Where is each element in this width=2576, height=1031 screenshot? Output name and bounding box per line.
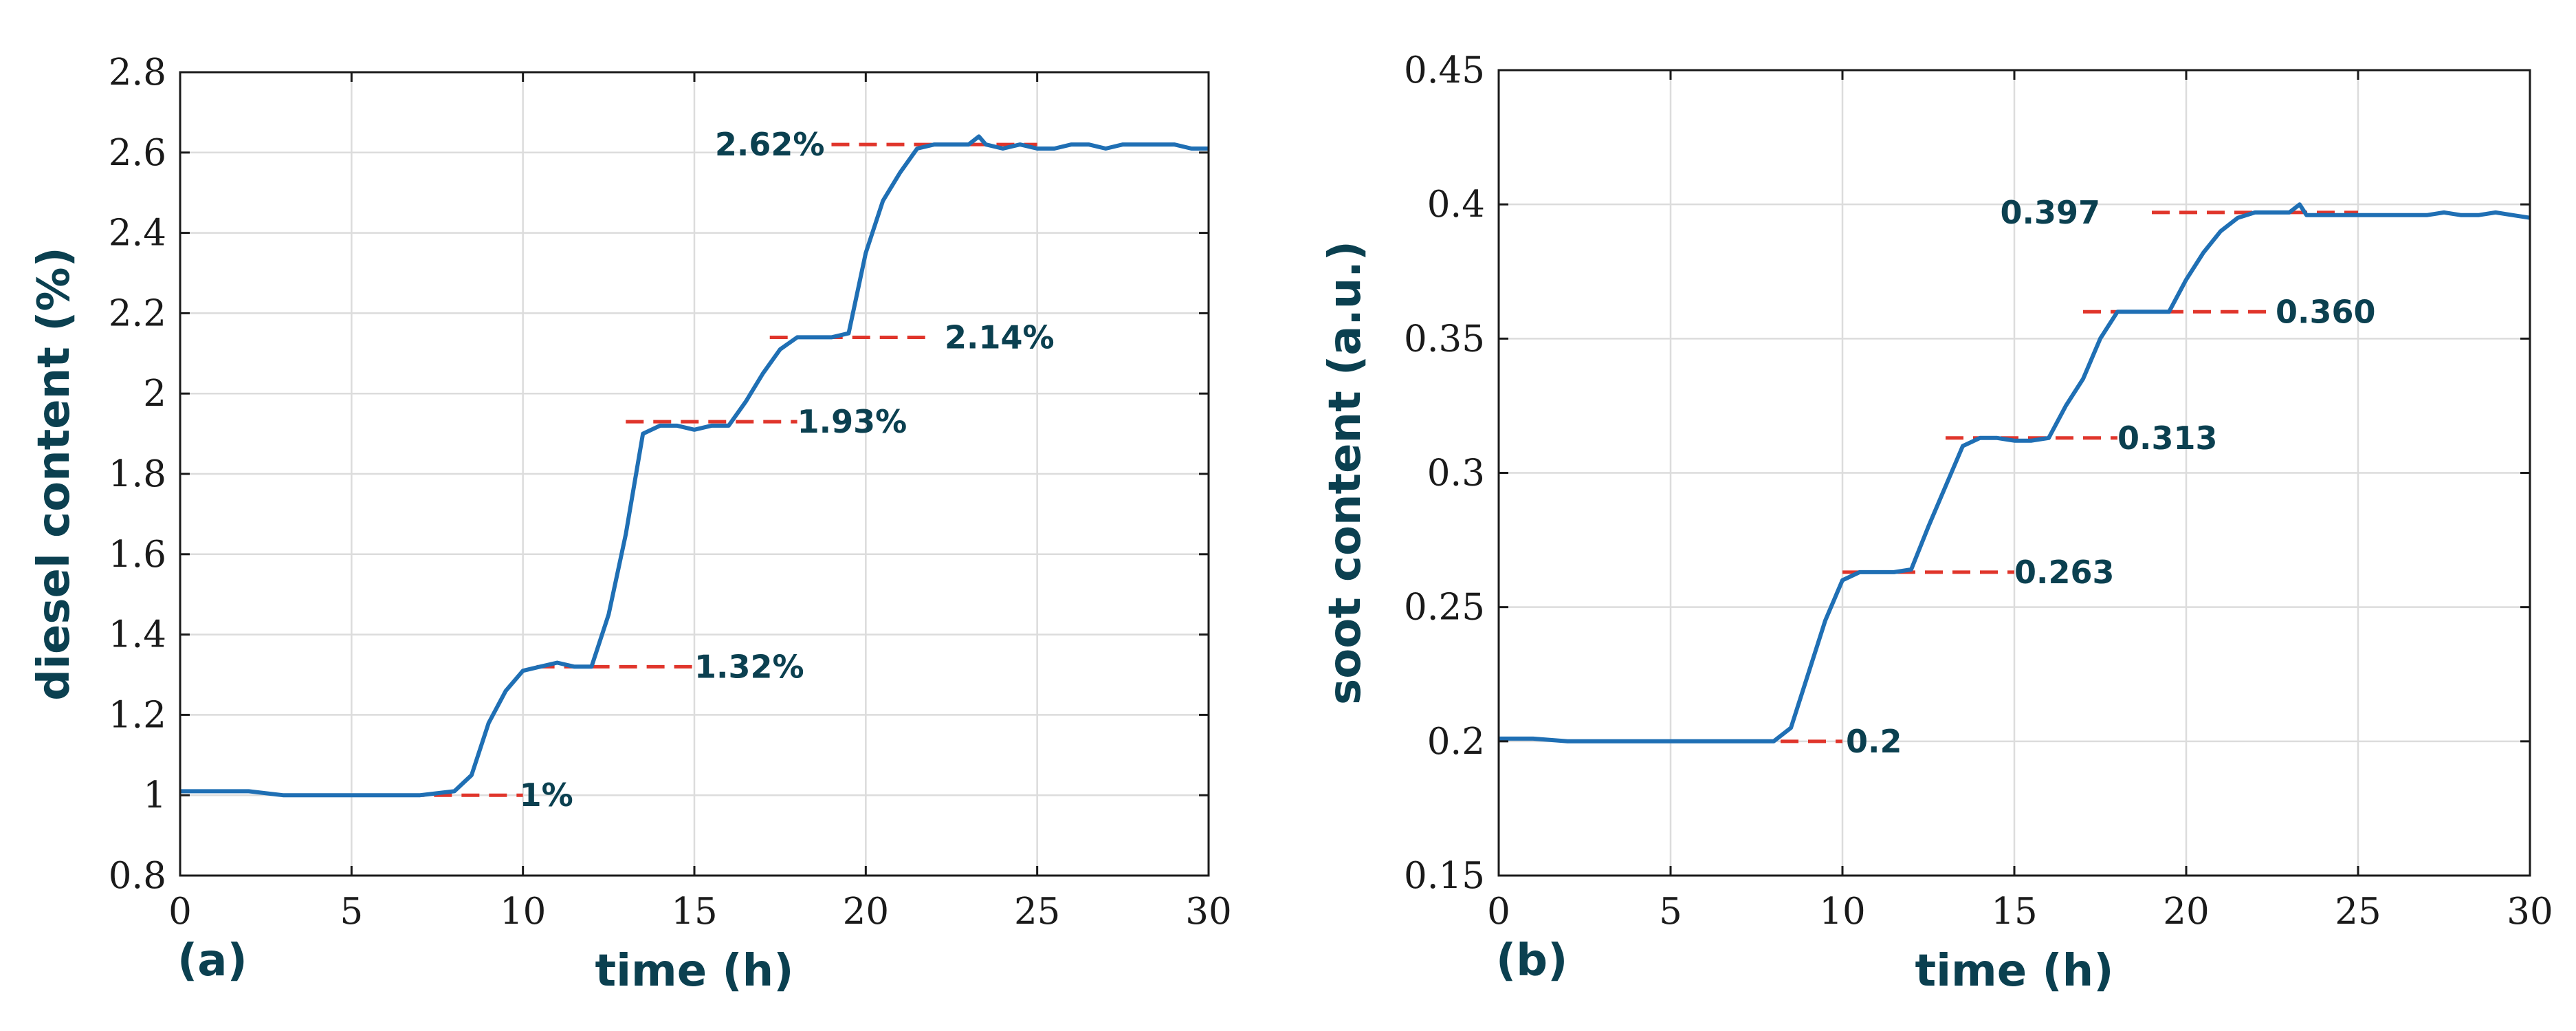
y-axis-label: diesel content (%)	[29, 247, 80, 700]
reference-label: 2.62%	[715, 126, 825, 163]
y-tick-label: 2.4	[109, 213, 166, 254]
y-tick-label: 2.8	[109, 52, 166, 94]
y-tick-label: 1.4	[109, 614, 166, 656]
x-tick-label: 30	[1185, 891, 1231, 933]
x-tick-label: 30	[2507, 891, 2553, 933]
y-tick-label: 1.6	[109, 534, 166, 576]
y-tick-label: 0.45	[1404, 50, 1485, 91]
x-tick-label: 10	[500, 891, 546, 933]
x-tick-label: 25	[2335, 891, 2381, 933]
y-tick-label: 0.4	[1427, 184, 1485, 226]
x-tick-label: 5	[340, 891, 363, 933]
y-tick-label: 2	[143, 373, 166, 415]
reference-label: 0.313	[2117, 420, 2218, 457]
y-tick-label: 0.2	[1427, 721, 1485, 763]
x-axis-label: time (h)	[595, 946, 794, 997]
panel-label: (a)	[177, 935, 247, 986]
reference-label: 0.360	[2276, 293, 2376, 330]
x-tick-label: 0	[168, 891, 192, 933]
y-tick-label: 0.15	[1404, 855, 1485, 897]
y-tick-label: 0.25	[1404, 587, 1485, 629]
x-axis-label: time (h)	[1915, 946, 2114, 997]
reference-label: 1.93%	[797, 403, 907, 440]
y-tick-label: 0.35	[1404, 318, 1485, 360]
reference-label: 0.263	[2014, 554, 2115, 591]
y-tick-label: 2.2	[109, 292, 166, 334]
x-tick-label: 10	[1819, 891, 1865, 933]
y-tick-label: 1	[143, 774, 166, 816]
reference-label: 1%	[520, 777, 573, 814]
series-line	[1499, 202, 2531, 744]
y-axis-label: soot content (a.u.)	[1320, 241, 1371, 705]
y-tick-label: 1.2	[109, 694, 166, 736]
panel-label: (b)	[1496, 935, 1567, 986]
y-tick-label: 2.6	[109, 132, 166, 174]
y-tick-label: 1.8	[109, 453, 166, 495]
x-tick-label: 0	[1487, 891, 1510, 933]
x-tick-label: 15	[1991, 891, 2037, 933]
y-tick-label: 0.8	[109, 855, 166, 897]
reference-label: 0.397	[2000, 194, 2100, 231]
y-tick-label: 0.3	[1427, 453, 1485, 495]
x-tick-label: 15	[671, 891, 717, 933]
reference-label: 2.14%	[945, 318, 1055, 356]
x-tick-label: 20	[2163, 891, 2209, 933]
x-tick-label: 20	[843, 891, 889, 933]
series-line	[180, 134, 1209, 798]
x-tick-label: 5	[1659, 891, 1682, 933]
reference-label: 1.32%	[694, 648, 804, 685]
reference-label: 0.2	[1846, 723, 1902, 760]
x-tick-label: 25	[1014, 891, 1060, 933]
